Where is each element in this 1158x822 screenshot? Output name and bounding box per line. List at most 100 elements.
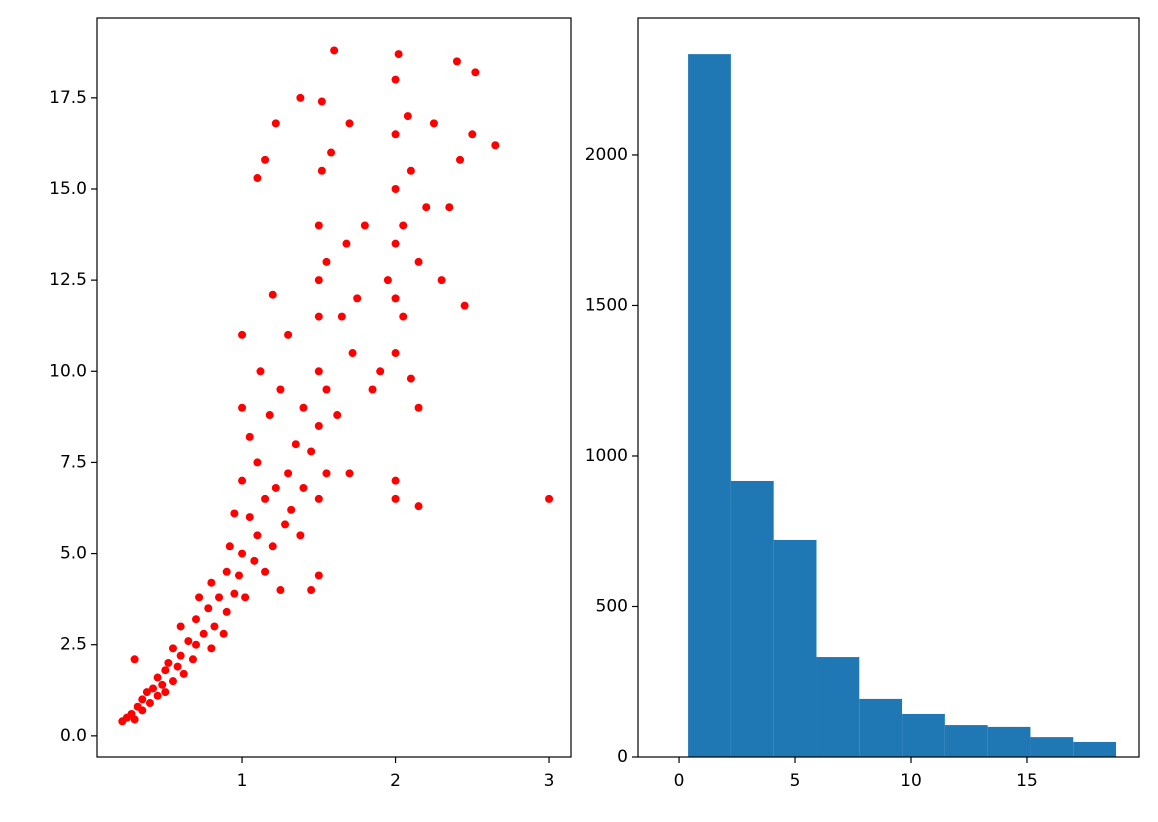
point <box>130 715 139 724</box>
point <box>391 75 400 84</box>
point <box>268 542 277 551</box>
point <box>299 403 308 412</box>
point <box>284 330 293 339</box>
point <box>491 141 500 150</box>
point <box>161 666 170 675</box>
point <box>219 629 228 638</box>
point <box>142 688 151 697</box>
point <box>296 93 305 102</box>
point <box>287 505 296 514</box>
point <box>130 655 139 664</box>
point <box>406 374 415 383</box>
point <box>241 593 250 602</box>
bar <box>1030 737 1074 757</box>
point <box>307 586 316 595</box>
point <box>238 403 247 412</box>
point <box>437 276 446 285</box>
point <box>179 669 188 678</box>
point <box>207 578 216 587</box>
y-tick-label: 5.0 <box>60 544 87 564</box>
point <box>314 312 323 321</box>
point <box>383 276 392 285</box>
point <box>368 385 377 394</box>
point <box>456 155 465 164</box>
point <box>307 447 316 456</box>
point <box>245 513 254 522</box>
y-tick-label: 15.0 <box>49 179 87 199</box>
point <box>192 615 201 624</box>
point <box>204 604 213 613</box>
point <box>414 257 423 266</box>
y-tick-label: 17.5 <box>49 88 87 108</box>
axes-frame <box>96 17 572 758</box>
point <box>399 312 408 321</box>
point <box>195 593 204 602</box>
point <box>276 385 285 394</box>
point <box>337 312 346 321</box>
point <box>222 607 231 616</box>
point <box>322 385 331 394</box>
point <box>376 367 385 376</box>
point <box>391 239 400 248</box>
point <box>161 688 170 697</box>
point <box>230 589 239 598</box>
point <box>153 691 162 700</box>
point <box>256 367 265 376</box>
point <box>399 221 408 230</box>
point <box>265 411 274 420</box>
bar <box>902 713 945 757</box>
point <box>164 658 173 667</box>
point <box>261 494 270 503</box>
point <box>314 571 323 580</box>
x-tick-label: 15 <box>1016 771 1038 791</box>
point <box>253 458 262 467</box>
point <box>391 130 400 139</box>
point <box>149 684 158 693</box>
point <box>250 556 259 565</box>
point <box>314 276 323 285</box>
point <box>176 622 185 631</box>
x-tick-label: 1 <box>237 771 248 791</box>
x-tick-label: 0 <box>674 771 685 791</box>
y-tick-label: 500 <box>596 596 628 616</box>
point <box>314 221 323 230</box>
point <box>215 593 224 602</box>
point <box>145 699 154 708</box>
point <box>330 46 339 55</box>
point <box>342 239 351 248</box>
point <box>271 119 280 128</box>
point <box>317 166 326 175</box>
point <box>299 483 308 492</box>
point <box>138 695 147 704</box>
y-tick-label: 0.0 <box>60 726 87 746</box>
point <box>322 257 331 266</box>
point <box>271 483 280 492</box>
bar <box>859 698 903 757</box>
point <box>414 502 423 511</box>
point <box>429 119 438 128</box>
point <box>230 509 239 518</box>
y-tick-label: 2000 <box>585 145 628 165</box>
point <box>245 432 254 441</box>
bar <box>944 725 988 757</box>
point <box>253 531 262 540</box>
point <box>276 586 285 595</box>
point <box>345 469 354 478</box>
x-tick-label: 10 <box>900 771 922 791</box>
point <box>210 622 219 631</box>
point <box>168 677 177 686</box>
bar <box>773 539 817 757</box>
y-tick-label: 0 <box>617 747 628 767</box>
point <box>460 301 469 310</box>
bar <box>1073 741 1117 757</box>
point <box>192 640 201 649</box>
x-tick-label: 5 <box>790 771 801 791</box>
point <box>345 119 354 128</box>
point <box>173 662 182 671</box>
y-tick-label: 7.5 <box>60 452 87 472</box>
x-tick-label: 2 <box>390 771 401 791</box>
point <box>314 421 323 430</box>
point <box>291 440 300 449</box>
point <box>391 494 400 503</box>
